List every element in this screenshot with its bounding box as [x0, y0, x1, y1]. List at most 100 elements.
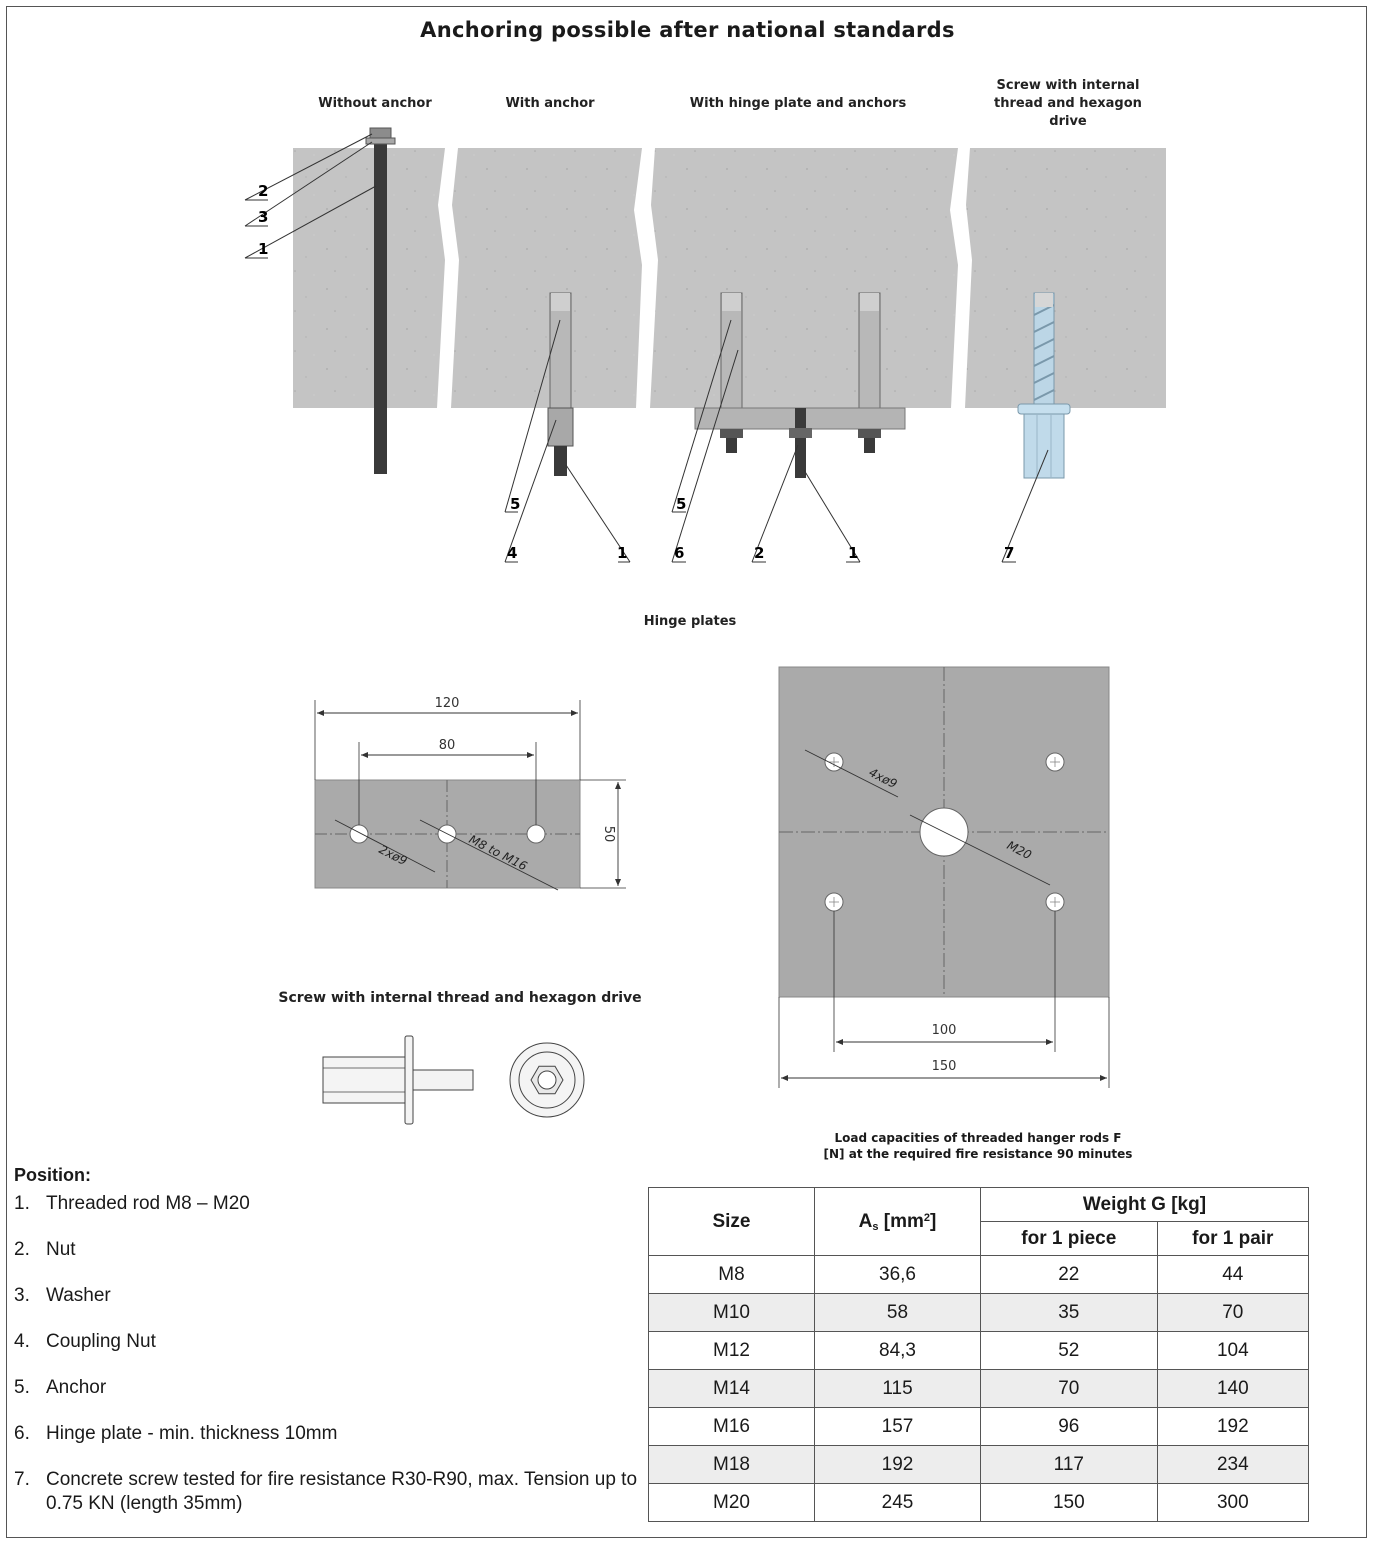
position-text: Anchor [46, 1377, 107, 1398]
table-row: M14 115 70 140 [648, 1369, 1310, 1408]
label-screw-line1: Screw with internal [996, 78, 1140, 93]
label-with-anchor: With anchor [505, 96, 595, 111]
cell-weight-pair: 300 [1156, 1483, 1310, 1522]
cell-weight-pair: 234 [1156, 1445, 1310, 1484]
cell-area: 192 [814, 1445, 981, 1484]
label-without-anchor: Without anchor [318, 96, 432, 111]
position-number: 2. [14, 1239, 30, 1260]
label-screw-line3: drive [1049, 114, 1087, 129]
cell-size: M16 [648, 1407, 815, 1446]
position-item: 7. Concrete screw tested for fire resista… [14, 1468, 654, 1516]
cell-size: M18 [648, 1445, 815, 1484]
cell-area: 58 [814, 1293, 981, 1332]
cell-area: 36,6 [814, 1255, 981, 1294]
cell-weight-piece: 117 [980, 1445, 1158, 1484]
table-row: M12 84,3 52 104 [648, 1331, 1310, 1370]
small-hinge-plate-drawing: 120 80 50 2xø9 M8 to M16 [314, 696, 626, 891]
concrete-block-3 [650, 148, 958, 408]
header-area-main: A [858, 1210, 873, 1232]
cell-weight-piece: 52 [980, 1331, 1158, 1370]
callout-7: 7 [1004, 544, 1014, 562]
cell-weight-piece: 70 [980, 1369, 1158, 1408]
header-area-unit: [mm [878, 1210, 924, 1232]
callout-1: 1 [258, 240, 268, 258]
page-frame [6, 6, 1367, 1538]
cell-weight-piece: 150 [980, 1483, 1158, 1522]
position-number: 7. [14, 1469, 30, 1490]
header-size: Size [648, 1187, 815, 1256]
rod-1 [374, 140, 387, 474]
cell-weight-pair: 44 [1156, 1255, 1310, 1294]
screw-detail-label: Screw with internal thread and hexagon d… [278, 990, 642, 1006]
position-list: 1. Threaded rod M8 – M20 2. Nut 3. Washer 4… [14, 1192, 654, 1538]
cell-area: 84,3 [814, 1331, 981, 1370]
cell-size: M20 [648, 1483, 815, 1522]
header-per-pair: for 1 pair [1156, 1221, 1310, 1256]
dim-120: 120 [435, 696, 460, 711]
rod-3 [795, 408, 806, 478]
dim-150: 150 [932, 1059, 957, 1074]
callout-5: 5 [676, 495, 686, 513]
cell-weight-pair: 70 [1156, 1293, 1310, 1332]
callout-5: 5 [510, 495, 520, 513]
header-weight: Weight G [kg] [980, 1187, 1309, 1222]
header-area: As [mm2] [814, 1187, 981, 1256]
position-text: Threaded rod M8 – M20 [46, 1193, 250, 1214]
cell-size: M14 [648, 1369, 815, 1408]
table-caption: Load capacities of threaded hanger rods … [648, 1130, 1308, 1162]
concrete-block-1 [293, 148, 445, 408]
position-text: Coupling Nut [46, 1331, 156, 1352]
position-item: 6. Hinge plate - min. thickness 10mm [14, 1422, 654, 1446]
position-item: 5. Anchor [14, 1376, 654, 1400]
cell-weight-piece: 35 [980, 1293, 1158, 1332]
position-text: Concrete screw tested for fire resistanc… [46, 1469, 638, 1514]
cell-size: M8 [648, 1255, 815, 1294]
position-number: 5. [14, 1377, 30, 1398]
screw-flange [1017, 403, 1071, 415]
screw-detail-drawing [322, 1035, 585, 1125]
label-screw: Screw with internal thread and hexagon d… [968, 77, 1168, 131]
page-title: Anchoring possible after national standa… [420, 18, 955, 42]
table-row: M16 157 96 192 [648, 1407, 1310, 1446]
callout-2: 2 [258, 182, 268, 200]
hinge-plates-label: Hinge plates [643, 614, 737, 629]
position-text: Washer [46, 1285, 111, 1306]
rod-2 [554, 446, 567, 476]
header-area-sup: 2 [923, 1211, 931, 1224]
anchoring-illustration: 2 3 1 5 4 1 5 6 2 1 7 [244, 127, 1166, 563]
position-item: 3. Washer [14, 1284, 654, 1308]
callout-2: 2 [754, 544, 764, 562]
callout-3: 3 [258, 208, 268, 226]
anchor-2 [549, 292, 572, 424]
table-row: M18 192 117 234 [648, 1445, 1310, 1484]
load-capacity-table: Size As [mm2] Weight G [kg] for 1 piece … [648, 1187, 1310, 1522]
callout-4: 4 [507, 544, 517, 562]
position-text: Hinge plate - min. thickness 10mm [46, 1423, 338, 1444]
header-area-sub: s [872, 1220, 879, 1233]
header-per-piece: for 1 piece [980, 1221, 1158, 1256]
position-number: 3. [14, 1285, 30, 1306]
position-heading: Position: [14, 1165, 91, 1185]
cell-weight-piece: 22 [980, 1255, 1158, 1294]
coupling-nut [547, 407, 574, 447]
concrete-block-4 [965, 148, 1166, 408]
position-number: 6. [14, 1423, 30, 1444]
cell-weight-pair: 104 [1156, 1331, 1310, 1370]
table-caption-line1: Load capacities of threaded hanger rods … [834, 1131, 1122, 1145]
screw-hex-body [1023, 413, 1065, 479]
position-item: 4. Coupling Nut [14, 1330, 654, 1354]
nut-top [369, 127, 392, 139]
position-item: 2. Nut [14, 1238, 654, 1262]
cell-size: M10 [648, 1293, 815, 1332]
cell-weight-piece: 96 [980, 1407, 1158, 1446]
concrete-block-2 [451, 148, 642, 408]
callout-6: 6 [674, 544, 684, 562]
table-row: M20 245 150 300 [648, 1483, 1310, 1522]
washer-top [365, 137, 396, 145]
position-item: 1. Threaded rod M8 – M20 [14, 1192, 654, 1216]
table-row: M10 58 35 70 [648, 1293, 1310, 1332]
cell-area: 245 [814, 1483, 981, 1522]
cell-area: 115 [814, 1369, 981, 1408]
cell-weight-pair: 192 [1156, 1407, 1310, 1446]
header-area-close: ] [930, 1210, 937, 1232]
